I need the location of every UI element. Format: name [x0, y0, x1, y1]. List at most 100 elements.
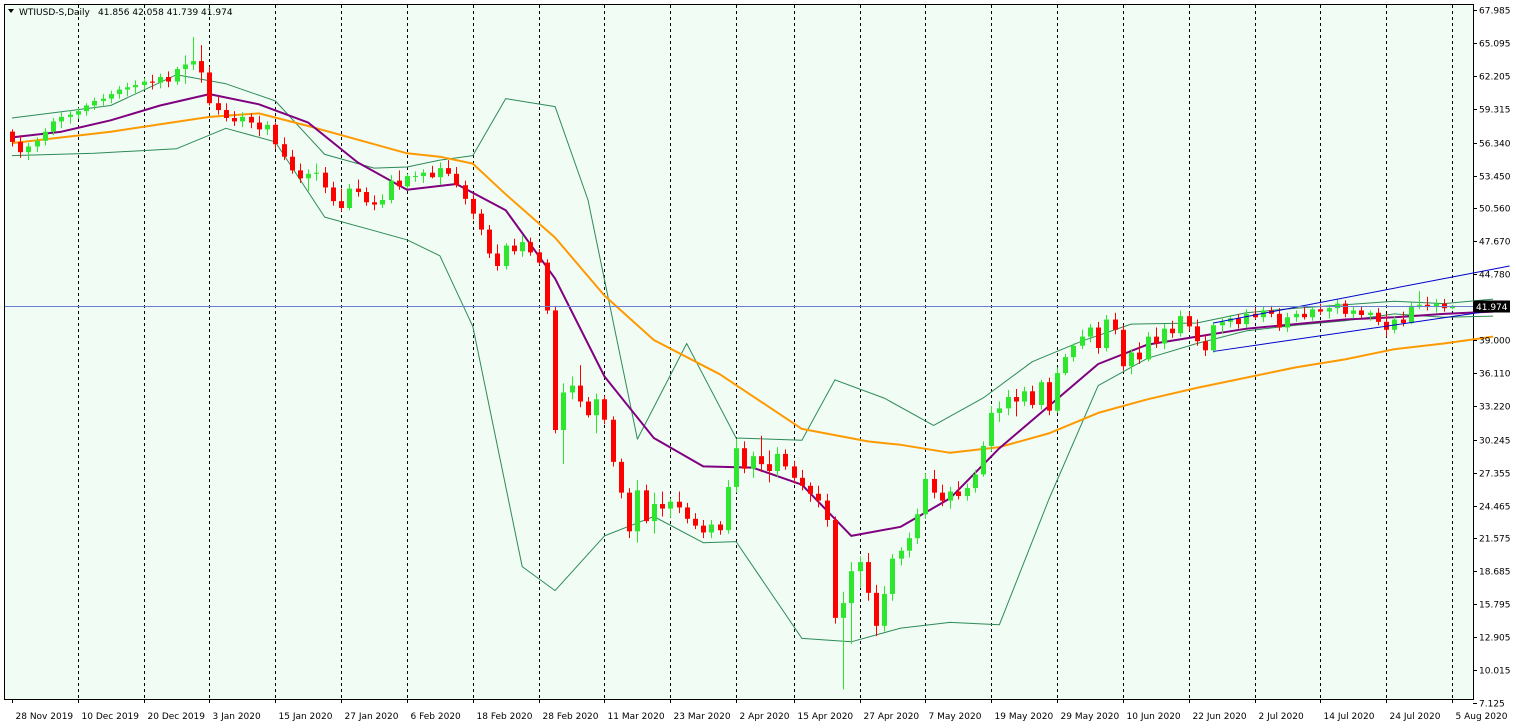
candle	[290, 149, 295, 174]
candle	[1236, 313, 1241, 329]
candle-body	[635, 490, 640, 532]
candle	[51, 118, 56, 136]
candle	[191, 37, 196, 71]
candle	[767, 450, 772, 483]
y-tick-label: 7.125	[1479, 700, 1505, 710]
candle	[504, 243, 509, 270]
candle-body	[26, 146, 31, 153]
candle-body	[742, 448, 747, 469]
candle	[331, 181, 336, 206]
candle	[1178, 310, 1183, 337]
candle	[1318, 303, 1323, 315]
candle	[109, 90, 114, 104]
trendlines[interactable]	[1213, 265, 1510, 352]
candle-body	[1039, 382, 1044, 405]
bollinger-lower-line	[11, 127, 1494, 643]
dropdown-triangle-icon[interactable]	[8, 9, 14, 13]
candle	[1146, 332, 1151, 362]
candle-body	[858, 562, 863, 572]
candle-body	[1244, 313, 1249, 325]
lower-trendline[interactable]	[1213, 307, 1510, 352]
candle-body	[150, 81, 155, 83]
candle	[915, 508, 920, 544]
candle	[92, 97, 97, 111]
candle	[356, 179, 361, 197]
candle	[783, 449, 788, 470]
x-tick-label: 10 Dec 2019	[82, 712, 140, 722]
candle-body	[306, 173, 311, 179]
candle	[232, 111, 237, 126]
candle-body	[1030, 391, 1035, 405]
upper-trendline[interactable]	[1213, 265, 1510, 324]
candle-body	[1047, 382, 1052, 411]
candle	[611, 416, 616, 467]
candle-body	[1236, 318, 1241, 325]
candle-body	[800, 477, 805, 486]
x-tick-label: 19 May 2020	[995, 712, 1054, 722]
candle-body	[1170, 328, 1175, 334]
candle-body	[1080, 336, 1085, 346]
candle	[734, 439, 739, 493]
time-axis[interactable]: 28 Nov 2019 10 Dec 2019 20 Dec 2019 3 Jan 2…	[12, 699, 1508, 722]
candle	[759, 435, 764, 473]
candle-body	[347, 188, 352, 208]
candle-body	[1434, 303, 1439, 308]
candle-body	[290, 156, 295, 171]
y-tick-label: 47.670	[1479, 238, 1511, 248]
candle-body	[1359, 310, 1364, 315]
candle	[1088, 324, 1093, 343]
candle	[800, 469, 805, 491]
y-tick-label: 62.205	[1479, 73, 1511, 83]
candle-body	[1006, 396, 1011, 409]
candle	[1285, 312, 1290, 333]
candle	[956, 481, 961, 500]
candle-body	[520, 242, 525, 252]
candle	[1253, 308, 1258, 320]
candle	[709, 519, 714, 539]
candle-body	[1277, 313, 1282, 328]
candle	[101, 94, 106, 107]
candle	[1203, 334, 1208, 356]
candle	[1047, 377, 1052, 416]
y-tick-label: 10.015	[1479, 667, 1511, 677]
candle-body	[586, 401, 591, 416]
candle	[1014, 389, 1019, 417]
y-tick-label: 33.220	[1479, 403, 1511, 413]
candle	[849, 562, 854, 645]
candle-body	[1129, 352, 1134, 367]
candle-body	[372, 202, 377, 205]
candle	[973, 469, 978, 493]
candle-body	[594, 399, 599, 416]
candle	[175, 66, 180, 85]
candle-body	[783, 453, 788, 467]
candle-body	[709, 524, 714, 533]
candle-body	[923, 478, 928, 515]
candle	[1154, 327, 1159, 349]
x-tick-label: 24 Jul 2020	[1390, 712, 1441, 722]
candle-body	[380, 199, 385, 205]
candle-body	[59, 116, 64, 122]
price-axis[interactable]: 67.985 65.095 62.205 59.315 56.340 53.450 50.5…	[1473, 7, 1511, 710]
candle-body	[76, 111, 81, 115]
candle	[18, 135, 23, 158]
candle-body	[389, 180, 394, 200]
candle	[463, 180, 468, 205]
x-tick-label: 2 Jul 2020	[1259, 712, 1304, 722]
candle	[1063, 353, 1068, 376]
candle-body	[35, 140, 40, 147]
candle-body	[553, 310, 558, 431]
candle-body	[364, 192, 369, 203]
candle	[199, 45, 204, 83]
candle-body	[718, 524, 723, 531]
y-tick-label: 67.985	[1479, 7, 1511, 17]
x-tick-label: 5 Aug 2020	[1456, 712, 1508, 722]
symbol-label: WTIUSD-S,Daily	[19, 8, 91, 18]
candle-body	[1014, 396, 1019, 402]
candle	[1376, 308, 1381, 326]
x-tick-label: 18 Feb 2020	[477, 712, 533, 722]
candle-body	[816, 493, 821, 501]
candle-body	[1302, 313, 1307, 318]
candle	[59, 112, 64, 129]
